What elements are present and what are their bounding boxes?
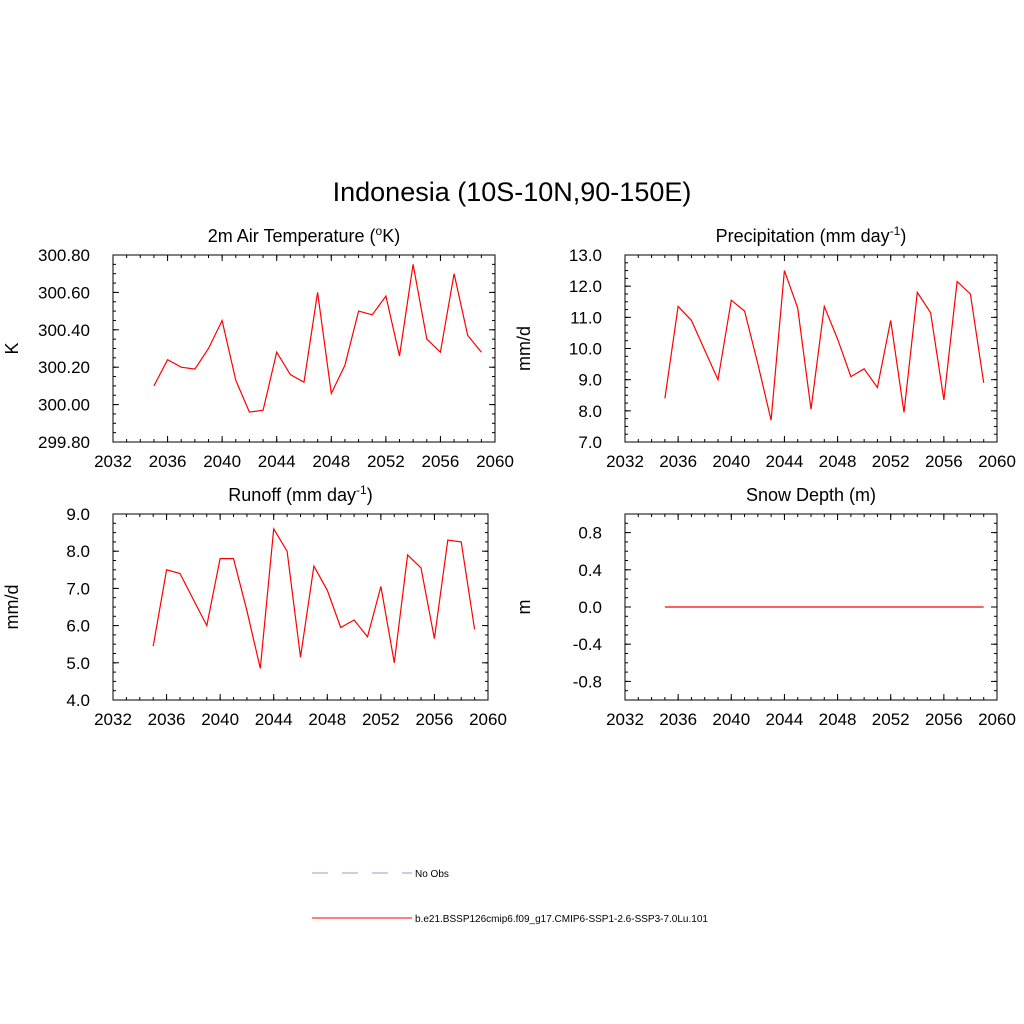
x-tick-label: 2056 bbox=[925, 452, 963, 471]
y-axis-label: mm/d bbox=[514, 326, 534, 371]
x-tick-label: 2032 bbox=[94, 710, 132, 729]
x-tick-label: 2060 bbox=[476, 452, 514, 471]
legend-label: b.e21.BSSP126cmip6.f09_g17.CMIP6-SSP1-2.… bbox=[415, 914, 708, 925]
y-tick-label: 300.20 bbox=[38, 358, 90, 377]
x-tick-label: 2052 bbox=[872, 452, 910, 471]
x-tick-label: 2060 bbox=[978, 452, 1016, 471]
y-tick-label: 8.0 bbox=[66, 542, 90, 561]
x-tick-label: 2060 bbox=[978, 710, 1016, 729]
chart-panel-4: 2032 2036 2040 2044 2048 2052 2056 2060 -0.8 -0.4… bbox=[514, 485, 1016, 729]
y-tick-label: 300.80 bbox=[38, 246, 90, 265]
x-tick-label: 2056 bbox=[422, 452, 460, 471]
panel-title: Snow Depth (m) bbox=[746, 485, 876, 505]
x-tick-label: 2040 bbox=[201, 710, 239, 729]
panel-title: 2m Air Temperature (oK) bbox=[208, 224, 400, 246]
panel-title: Precipitation (mm day-1) bbox=[716, 224, 907, 246]
x-tick-label: 2040 bbox=[712, 710, 750, 729]
x-tick-label: 2044 bbox=[255, 710, 293, 729]
chart-panel-3: 2032 2036 2040 2044 2048 2052 2056 2060 4.0 5.0 6.… bbox=[2, 483, 507, 729]
x-tick-label: 2052 bbox=[362, 710, 400, 729]
y-tick-label: 7.0 bbox=[578, 433, 602, 452]
x-tick-label: 2036 bbox=[149, 452, 187, 471]
y-tick-label: -0.4 bbox=[573, 635, 602, 654]
x-tick-label: 2044 bbox=[766, 452, 804, 471]
y-tick-label: 299.80 bbox=[38, 433, 90, 452]
x-tick-label: 2056 bbox=[416, 710, 454, 729]
x-tick-label: 2060 bbox=[469, 710, 507, 729]
y-tick-label: 9.0 bbox=[66, 505, 90, 524]
legend-label: No Obs bbox=[415, 869, 449, 880]
y-tick-label: 11.0 bbox=[570, 308, 602, 327]
x-tick-label: 2048 bbox=[819, 710, 857, 729]
main-title: Indonesia (10S-10N,90-150E) bbox=[333, 177, 692, 207]
series-line bbox=[664, 270, 985, 421]
y-tick-label: 12.0 bbox=[569, 277, 602, 296]
y-tick-label: 300.60 bbox=[38, 283, 90, 302]
y-tick-label: 8.0 bbox=[578, 402, 602, 421]
y-tick-label: 0.0 bbox=[578, 598, 602, 617]
x-tick-label: 2032 bbox=[606, 452, 644, 471]
y-tick-label: 10.0 bbox=[569, 340, 602, 359]
y-tick-label: 0.8 bbox=[578, 524, 602, 543]
plot-frame bbox=[112, 254, 496, 443]
y-tick-label: 6.0 bbox=[66, 617, 90, 636]
plot-frame bbox=[624, 254, 998, 443]
y-tick-label: 0.4 bbox=[578, 561, 602, 580]
y-tick-label: 13.0 bbox=[569, 246, 602, 265]
panel-title: Runoff (mm day-1) bbox=[228, 483, 372, 505]
y-tick-label: 4.0 bbox=[66, 691, 90, 710]
x-tick-label: 2056 bbox=[925, 710, 963, 729]
x-tick-label: 2052 bbox=[367, 452, 405, 471]
y-tick-label: 300.00 bbox=[38, 396, 90, 415]
x-tick-label: 2040 bbox=[203, 452, 241, 471]
x-tick-label: 2044 bbox=[258, 452, 296, 471]
y-axis-label: mm/d bbox=[2, 585, 22, 630]
chart-panel-1: 2032 2036 2040 2044 2048 2052 2056 2060 299.80 30… bbox=[2, 224, 514, 471]
y-tick-label: -0.8 bbox=[573, 672, 602, 691]
legend: No Obs b.e21.BSSP126cmip6.f09_g17.CMIP6-S… bbox=[312, 869, 708, 925]
y-tick-label: 5.0 bbox=[66, 654, 90, 673]
x-tick-label: 2048 bbox=[312, 452, 350, 471]
x-tick-label: 2036 bbox=[659, 452, 697, 471]
y-tick-label: 9.0 bbox=[578, 371, 602, 390]
x-tick-label: 2032 bbox=[94, 452, 132, 471]
x-tick-label: 2032 bbox=[606, 710, 644, 729]
series-line bbox=[152, 527, 476, 669]
x-tick-label: 2048 bbox=[308, 710, 346, 729]
chart-panel-2: 2032 2036 2040 2044 2048 2052 2056 2060 7.0 8.0 9.… bbox=[514, 224, 1016, 471]
panels: 2032 2036 2040 2044 2048 2052 2056 2060 299.80 30… bbox=[2, 224, 1016, 729]
y-axis-label: K bbox=[2, 342, 22, 354]
y-axis-label: m bbox=[514, 600, 534, 615]
y-tick-label: 7.0 bbox=[66, 579, 90, 598]
x-tick-label: 2044 bbox=[766, 710, 804, 729]
x-tick-label: 2036 bbox=[659, 710, 697, 729]
plot-frame bbox=[112, 513, 489, 701]
y-tick-label: 300.40 bbox=[38, 321, 90, 340]
x-tick-label: 2040 bbox=[712, 452, 750, 471]
x-tick-label: 2048 bbox=[819, 452, 857, 471]
series-line bbox=[153, 264, 482, 413]
x-tick-label: 2052 bbox=[872, 710, 910, 729]
x-tick-label: 2036 bbox=[148, 710, 186, 729]
